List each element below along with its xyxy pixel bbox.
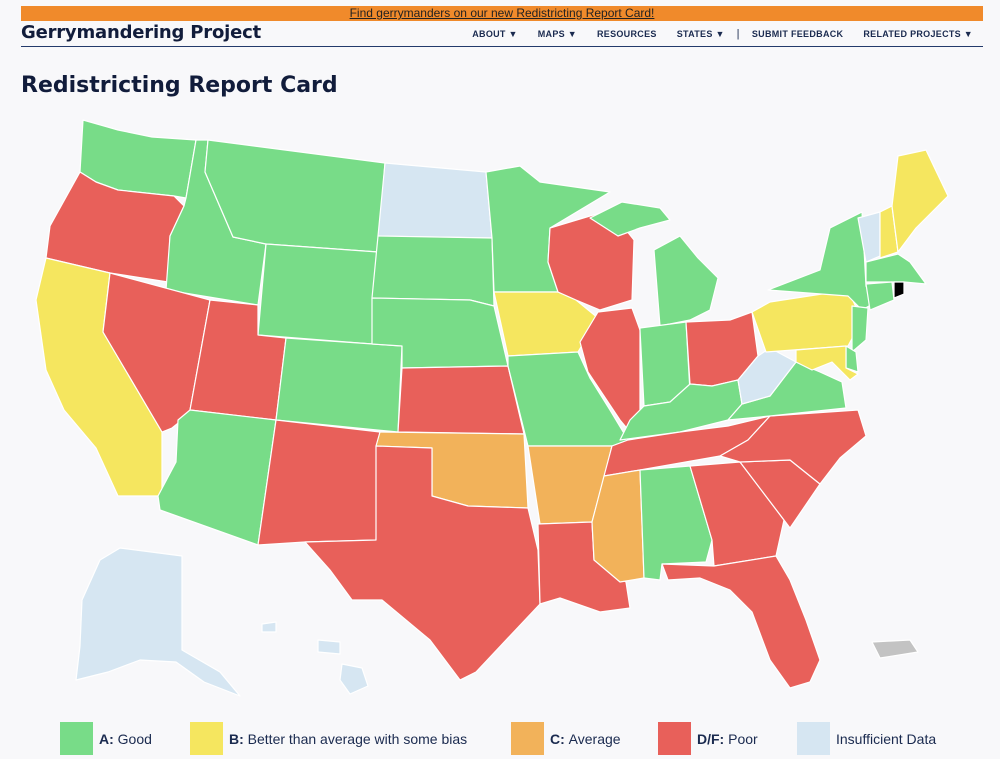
report-card-link[interactable]: Find gerrymanders on our new Redistricti…: [349, 6, 655, 20]
state-ri[interactable]: [893, 281, 905, 299]
site-title[interactable]: Gerrymandering Project: [21, 22, 261, 43]
legend-poor: D/F: Poor: [658, 722, 758, 755]
legend-grade: A:: [99, 730, 114, 747]
nav-related-projects[interactable]: RELATED PROJECTS ▼: [863, 29, 973, 39]
legend-insufficient: Insufficient Data: [797, 722, 936, 755]
state-ks[interactable]: [397, 365, 525, 435]
state-mi-upper[interactable]: [589, 201, 671, 237]
legend-label: Better than average with some bias: [247, 730, 468, 747]
nav-states[interactable]: STATES ▼: [676, 29, 725, 39]
state-ak[interactable]: [75, 547, 241, 697]
state-ct[interactable]: [865, 281, 895, 311]
state-az[interactable]: [157, 409, 277, 546]
map-legend: A: Good B: Better than average with some…: [60, 722, 960, 757]
legend-swatch-poor: [658, 722, 691, 755]
legend-label: Poor: [728, 730, 758, 747]
top-navigation: Gerrymandering Project ABOUT ▼ MAPS ▼ RE…: [21, 21, 983, 47]
state-mt[interactable]: [204, 139, 386, 253]
legend-grade: B:: [229, 730, 244, 747]
state-il[interactable]: [579, 307, 641, 433]
state-tx[interactable]: [304, 445, 541, 681]
state-fl[interactable]: [661, 555, 821, 689]
state-pa[interactable]: [751, 289, 863, 353]
state-hi-maui[interactable]: [317, 639, 341, 655]
state-hi-islands[interactable]: [261, 621, 277, 633]
page-title: Redistricting Report Card: [21, 73, 338, 98]
legend-grade: D/F:: [697, 730, 725, 747]
state-nc[interactable]: [719, 409, 867, 485]
territory-pr[interactable]: [871, 639, 919, 659]
us-report-card-map: [35, 119, 949, 697]
legend-swatch-insufficient: [797, 722, 830, 755]
legend-bias: B: Better than average with some bias: [190, 722, 467, 755]
state-hi[interactable]: [339, 663, 369, 695]
legend-good: A: Good: [60, 722, 152, 755]
state-mi[interactable]: [653, 235, 719, 327]
state-nj[interactable]: [851, 305, 869, 353]
nav-submit-feedback[interactable]: SUBMIT FEEDBACK: [751, 29, 844, 39]
state-de[interactable]: [845, 345, 859, 373]
legend-swatch-bias: [190, 722, 223, 755]
legend-label: Insufficient Data: [836, 730, 937, 747]
announcement-banner: Find gerrymanders on our new Redistricti…: [21, 6, 983, 21]
legend-grade: C:: [550, 730, 565, 747]
state-me[interactable]: [891, 149, 949, 253]
nav-resources[interactable]: RESOURCES: [596, 29, 657, 39]
nav-about[interactable]: ABOUT ▼: [472, 29, 518, 39]
state-nm[interactable]: [257, 419, 381, 546]
nav-divider: |: [736, 28, 740, 40]
state-nd[interactable]: [377, 162, 493, 239]
legend-label: Good: [117, 730, 152, 747]
main-menu: ABOUT ▼ MAPS ▼ RESOURCES STATES ▼ | SUBM…: [452, 28, 973, 40]
state-wy[interactable]: [257, 243, 379, 345]
legend-label: Average: [568, 730, 621, 747]
state-md[interactable]: [795, 345, 859, 381]
legend-swatch-good: [60, 722, 93, 755]
legend-swatch-average: [511, 722, 544, 755]
legend-average: C: Average: [511, 722, 621, 755]
nav-maps[interactable]: MAPS ▼: [537, 29, 577, 39]
state-sd[interactable]: [371, 235, 495, 307]
state-ma[interactable]: [865, 253, 927, 285]
state-co[interactable]: [275, 337, 403, 433]
